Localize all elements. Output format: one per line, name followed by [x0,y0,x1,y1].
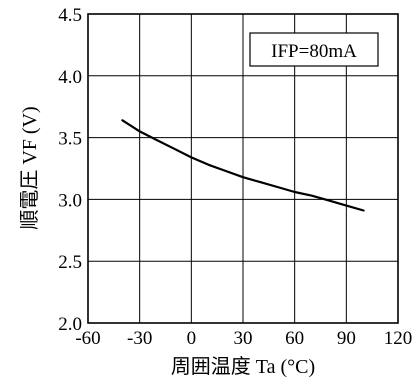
y-tick-label: 2.5 [58,252,82,273]
x-tick-label: 90 [337,328,356,349]
y-axis-label: 順電圧 VF (V) [19,106,41,229]
annotation-box-frame [249,32,379,67]
x-tick-label: -30 [127,328,152,349]
x-tick-label: 120 [384,328,413,349]
x-tick-label: 0 [187,328,197,349]
tick-label-layer: -60 -30 0 30 60 90 120 2.0 2.5 3.0 3.5 4.0 4.5 [58,5,412,349]
y-tick-label: 4.5 [58,5,82,26]
y-tick-label: 3.0 [58,190,82,211]
annotation-box: IFP=80mA [249,32,379,67]
x-tick-label: -60 [75,328,100,349]
x-tick-label: 60 [285,328,304,349]
annotation-text: IFP=80mA [271,41,357,62]
y-tick-label: 4.0 [58,67,82,88]
x-axis-label: 周囲温度 Ta (°C) [171,355,315,378]
y-tick-label: 3.5 [58,129,82,150]
y-tick-label: 2.0 [58,314,82,335]
series-layer [121,119,365,212]
plot-frame [87,13,399,324]
x-tick-label: 30 [234,328,253,349]
vf-series-line [121,119,365,212]
